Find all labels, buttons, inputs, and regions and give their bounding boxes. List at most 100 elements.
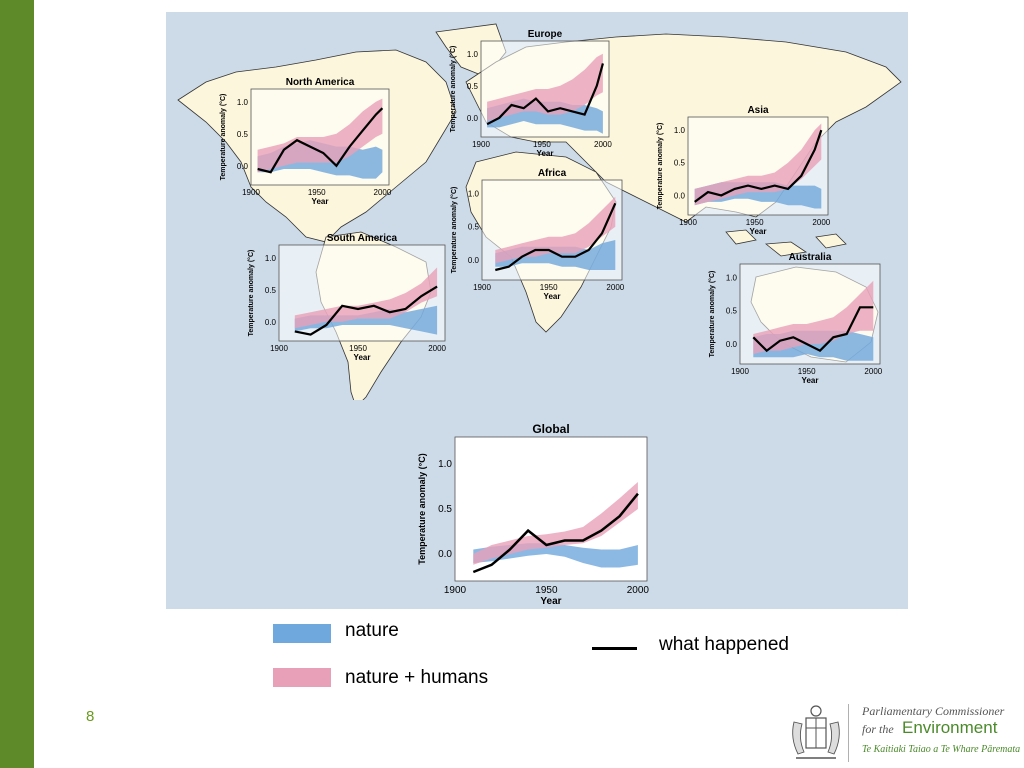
south-america-ytick: 0.0 [265, 318, 277, 327]
climate-figure: North America 1900 1950 2000 0.0 0.5 1.0 Year Te… [166, 12, 908, 609]
north-america-xlabel: Year [312, 197, 329, 206]
logo-line-2-prefix: for the [862, 722, 894, 736]
australia-xtick: 1950 [798, 367, 816, 376]
south-america-ytick: 1.0 [265, 254, 277, 263]
asia-ytick: 1.0 [674, 126, 686, 135]
south-america-xtick: 2000 [428, 344, 446, 353]
global-xtick: 1950 [535, 585, 558, 596]
north-america-ytick: 0.5 [237, 130, 249, 139]
legend-nature: nature [345, 620, 399, 641]
africa-chart: Africa 1900 1950 2000 0.0 0.5 1.0 Year Temperatu… [450, 168, 625, 301]
europe-ylabel: Temperature anomaly (°C) [449, 46, 457, 133]
australia-chart: Australia 1900 1950 2000 0.0 0.5 1.0 Year Temper… [708, 252, 883, 385]
south-america-chart: South America 1900 1950 2000 0.0 0.5 1.0 Year Te… [247, 233, 447, 362]
climate-map-svg: North America 1900 1950 2000 0.0 0.5 1.0 Year Te… [166, 23, 908, 609]
australia-observed-line [752, 306, 874, 353]
australia-ylabel: Temperature anomaly (°C) [708, 271, 716, 358]
europe-xtick: 1950 [533, 140, 551, 149]
north-america-chart: North America 1900 1950 2000 0.0 0.5 1.0 Year Te… [219, 77, 392, 206]
africa-xtick: 2000 [606, 283, 624, 292]
europe-ytick: 0.5 [467, 82, 479, 91]
europe-title: Europe [528, 29, 563, 40]
south-america-xtick: 1950 [349, 344, 367, 353]
global-xtick: 1900 [444, 585, 467, 596]
pce-logo: Parliamentary Commissioner for the Envir… [778, 700, 1021, 768]
asia-observed-line [694, 129, 823, 203]
sidebar-accent-bar [0, 0, 34, 768]
legend-observed: what happened [659, 634, 789, 655]
europe-xtick: 1900 [472, 140, 490, 149]
asia-title: Asia [747, 105, 769, 116]
south-america-ylabel: Temperature anomaly (°C) [247, 250, 255, 337]
europe-observed-line [486, 63, 604, 126]
south-america-xtick: 1900 [270, 344, 288, 353]
europe-xtick: 2000 [594, 140, 612, 149]
asia-xtick: 1900 [679, 218, 697, 227]
europe-ytick: 1.0 [467, 50, 479, 59]
south-america-xlabel: Year [354, 353, 371, 362]
africa-title: Africa [538, 168, 567, 179]
australia-title: Australia [789, 252, 832, 263]
africa-ylabel: Temperature anomaly (°C) [450, 187, 458, 274]
north-america-humans-band [257, 98, 383, 173]
nature-humans-swatch [273, 668, 331, 687]
south-america-ytick: 0.5 [265, 286, 277, 295]
asia-ylabel: Temperature anomaly (°C) [656, 123, 664, 210]
coat-of-arms-icon [792, 705, 840, 759]
south-america-title: South America [327, 233, 398, 244]
page-number: 8 [86, 708, 95, 725]
asia-xtick: 2000 [812, 218, 830, 227]
north-america-ytick: 1.0 [237, 98, 249, 107]
global-title: Global [532, 422, 569, 436]
north-america-xtick: 1900 [242, 188, 260, 197]
global-chart: Global 1900 1950 2000 0.0 0.5 1.0 Year Temperatu… [417, 422, 649, 607]
australia-ytick: 1.0 [726, 273, 738, 282]
asia-humans-band [694, 123, 822, 206]
europe-xlabel: Year [537, 149, 554, 158]
africa-observed-line [495, 202, 617, 272]
asia-ytick: 0.5 [674, 159, 686, 168]
observed-line-swatch [592, 647, 637, 650]
global-observed-line [472, 492, 639, 574]
north-america-xtick: 2000 [374, 188, 392, 197]
australia-ytick: 0.0 [726, 340, 738, 349]
global-ylabel: Temperature anomaly (°C) [417, 453, 427, 564]
australia-ytick: 0.5 [726, 307, 738, 316]
asia-xtick: 1950 [746, 218, 764, 227]
asia-xlabel: Year [750, 227, 767, 236]
africa-ytick: 0.5 [468, 223, 480, 232]
global-xlabel: Year [540, 596, 561, 607]
global-xtick: 2000 [627, 585, 650, 596]
asia-ytick: 0.0 [674, 191, 686, 200]
logo-line-3: Te Kaitiaki Taiao a Te Whare Pāremata [862, 744, 1021, 755]
legend-nature-humans: nature + humans [345, 667, 489, 688]
africa-xlabel: Year [544, 292, 561, 301]
africa-humans-band [495, 196, 616, 264]
north-america-ylabel: Temperature anomaly (°C) [219, 94, 227, 181]
europe-humans-band [487, 53, 603, 121]
africa-ytick: 1.0 [468, 189, 480, 198]
europe-ytick: 0.0 [467, 114, 479, 123]
north-america-title: North America [286, 77, 355, 88]
australia-xlabel: Year [802, 376, 819, 385]
south-america-observed-line [294, 285, 438, 336]
europe-chart: Europe 1900 1950 2000 0.0 0.5 1.0 Year Temperatu… [449, 29, 612, 158]
north-america-observed-line [257, 107, 384, 174]
asia-chart: Asia 1900 1950 2000 0.0 0.5 1.0 Year Temperature… [656, 105, 831, 236]
logo-line-1: Parliamentary Commissioner [862, 704, 1005, 718]
north-america-ytick: 0.0 [237, 162, 249, 171]
logo-divider [848, 704, 849, 762]
indonesia-islands [725, 229, 847, 257]
africa-xtick: 1950 [540, 283, 558, 292]
australia-xtick: 1900 [731, 367, 749, 376]
australia-xtick: 2000 [864, 367, 882, 376]
north-america-xtick: 1950 [308, 188, 326, 197]
global-ytick: 0.5 [438, 504, 452, 515]
global-ytick: 0.0 [438, 549, 452, 560]
africa-ytick: 0.0 [468, 256, 480, 265]
logo-line-2-word: Environment [902, 718, 998, 737]
global-ytick: 1.0 [438, 459, 452, 470]
nature-swatch [273, 624, 331, 643]
africa-xtick: 1900 [473, 283, 491, 292]
south-america-humans-band [294, 267, 438, 329]
